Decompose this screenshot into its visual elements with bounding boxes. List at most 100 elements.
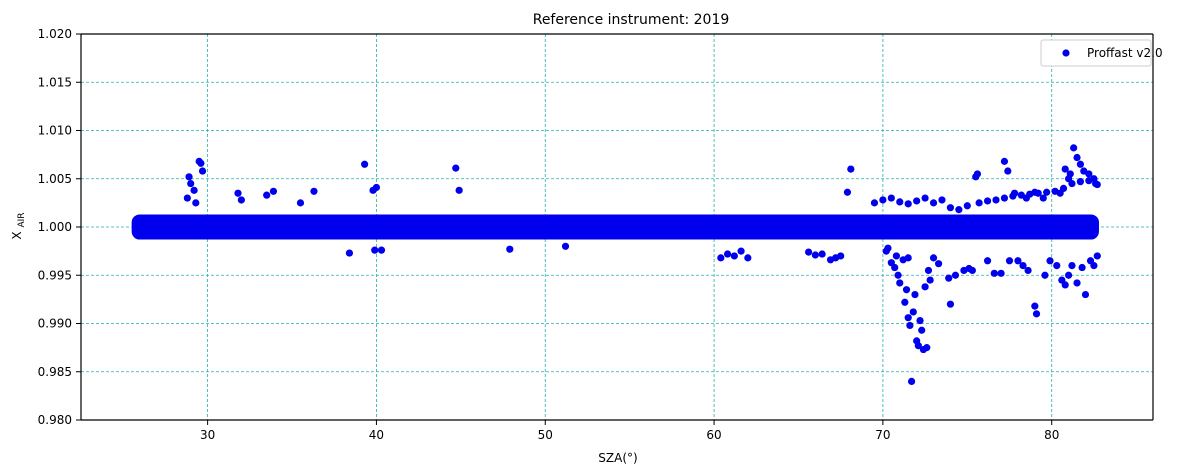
legend: Proffast v2.0	[1040, 39, 1163, 67]
data-point	[870, 199, 879, 207]
data-point	[990, 269, 998, 277]
data-point	[1085, 170, 1093, 178]
data-point	[1041, 271, 1049, 279]
data-point	[938, 196, 946, 204]
data-point	[929, 199, 938, 207]
data-point	[187, 179, 195, 188]
data-point	[190, 186, 198, 194]
data-point	[1010, 189, 1019, 197]
data-point	[945, 274, 953, 282]
data-point	[968, 266, 976, 275]
x-tick-label: 50	[538, 428, 553, 442]
data-point	[269, 187, 278, 195]
data-point	[1076, 160, 1085, 168]
data-point	[1081, 290, 1090, 299]
data-point	[837, 252, 845, 260]
data-point	[929, 254, 938, 262]
data-point	[911, 290, 919, 299]
data-band-fill	[131, 214, 1099, 240]
data-point	[973, 170, 982, 178]
data-point	[946, 204, 955, 212]
data-point	[946, 300, 955, 308]
data-point	[1076, 178, 1085, 186]
data-point	[882, 247, 890, 255]
data-point	[1073, 153, 1081, 162]
data-point	[1093, 252, 1101, 260]
data-point	[892, 252, 900, 260]
data-point	[1053, 262, 1061, 270]
data-point	[1024, 266, 1032, 275]
data-point	[1032, 310, 1041, 318]
data-point	[361, 160, 369, 168]
data-point	[263, 191, 271, 199]
x-axis-title: SZA(°)	[598, 451, 637, 465]
data-point	[1000, 194, 1009, 202]
data-point	[951, 271, 960, 279]
x-tick-label: 70	[875, 428, 890, 442]
data-point	[921, 283, 929, 291]
data-point	[909, 308, 917, 316]
data-point	[924, 266, 933, 275]
data-point	[1070, 144, 1078, 152]
y-tick-label: 1.015	[38, 75, 72, 89]
data-point	[926, 276, 934, 284]
data-point	[1004, 167, 1012, 175]
data-point	[730, 252, 738, 260]
data-points	[183, 144, 1101, 385]
data-point	[1090, 175, 1098, 183]
data-point	[963, 202, 971, 210]
data-point	[992, 196, 1000, 204]
data-point	[843, 188, 852, 196]
data-point	[904, 200, 912, 208]
data-point	[913, 197, 921, 205]
chart-title: Reference instrument: 2019	[533, 12, 730, 28]
y-tick-label: 0.980	[38, 413, 72, 427]
data-point	[916, 317, 924, 325]
x-tick-label: 30	[200, 428, 215, 442]
data-point	[918, 326, 926, 334]
data-point	[1031, 188, 1039, 196]
data-point	[345, 249, 354, 257]
y-axis-title-subscript: AIR	[17, 212, 27, 227]
data-point	[185, 173, 193, 181]
y-tick-label: 0.985	[38, 365, 72, 379]
data-point	[377, 246, 386, 254]
data-point	[902, 286, 911, 294]
data-point	[717, 254, 725, 262]
data-point	[907, 377, 916, 385]
data-point	[923, 344, 931, 352]
data-point	[455, 186, 463, 194]
y-axis-title-main: X	[10, 231, 24, 239]
legend-label: Proffast v2.0	[1087, 46, 1163, 60]
data-point	[818, 250, 826, 258]
data-point	[1056, 189, 1064, 197]
data-point	[234, 189, 242, 197]
data-point	[891, 263, 899, 272]
y-tick-label: 1.010	[38, 124, 72, 138]
data-point	[452, 164, 460, 172]
data-point	[1046, 257, 1054, 265]
data-point	[1022, 194, 1030, 202]
data-band	[131, 214, 1099, 240]
data-point	[935, 260, 943, 268]
data-point	[369, 186, 377, 194]
data-point	[1090, 262, 1098, 270]
y-axis-title: X AIR	[10, 212, 27, 239]
data-point	[983, 197, 992, 205]
data-point	[1039, 194, 1047, 202]
data-point	[1061, 281, 1069, 289]
data-point	[737, 247, 745, 255]
data-point	[1005, 257, 1014, 265]
data-point	[237, 196, 245, 204]
data-point	[1093, 180, 1101, 189]
data-point	[1043, 188, 1051, 196]
data-point	[192, 199, 200, 207]
data-point	[310, 187, 318, 195]
data-point	[805, 248, 813, 256]
data-point	[561, 242, 570, 250]
data-point	[1073, 279, 1081, 287]
x-tick-label: 80	[1044, 428, 1059, 442]
x-tick-label: 60	[706, 428, 721, 442]
data-point	[371, 246, 379, 254]
